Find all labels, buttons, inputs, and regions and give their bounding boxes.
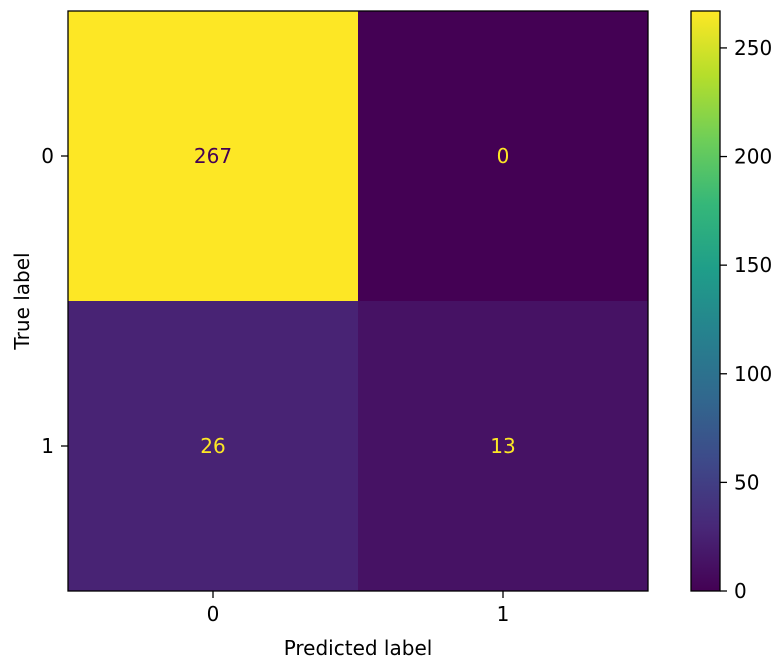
y-tick-label: 0	[41, 144, 54, 168]
colorbar	[690, 10, 721, 592]
heatmap-cell-1-0	[68, 301, 358, 591]
colorbar-tick-label: 100	[734, 362, 772, 386]
heatmap-cell-0-0	[68, 11, 358, 301]
x-axis-label: Predicted label	[284, 636, 433, 660]
y-axis-ticks: 01	[41, 144, 68, 458]
plot-frame	[67, 10, 649, 592]
y-tick-label: 1	[41, 434, 54, 458]
colorbar-tick-label: 250	[734, 36, 772, 60]
x-tick-label: 0	[207, 602, 220, 626]
colorbar-tick-label: 0	[734, 579, 747, 603]
cell-value-1-0: 26	[200, 434, 225, 458]
cell-value-1-1: 13	[490, 434, 515, 458]
colorbar-tick-label: 50	[734, 470, 759, 494]
y-axis-label: True label	[10, 252, 34, 350]
x-tick-label: 1	[497, 602, 510, 626]
colorbar-tick-label: 200	[734, 145, 772, 169]
heatmap-cells	[68, 11, 648, 591]
colorbar-ticks: 0 50 100 150 200 250	[720, 36, 772, 603]
cell-value-labels: 267 0 26 13	[194, 144, 516, 458]
colorbar-tick-label: 150	[734, 253, 772, 277]
cell-value-0-1: 0	[497, 144, 510, 168]
heatmap-cell-1-1	[358, 301, 648, 591]
heatmap-cell-0-1	[358, 11, 648, 301]
cell-value-0-0: 267	[194, 144, 232, 168]
